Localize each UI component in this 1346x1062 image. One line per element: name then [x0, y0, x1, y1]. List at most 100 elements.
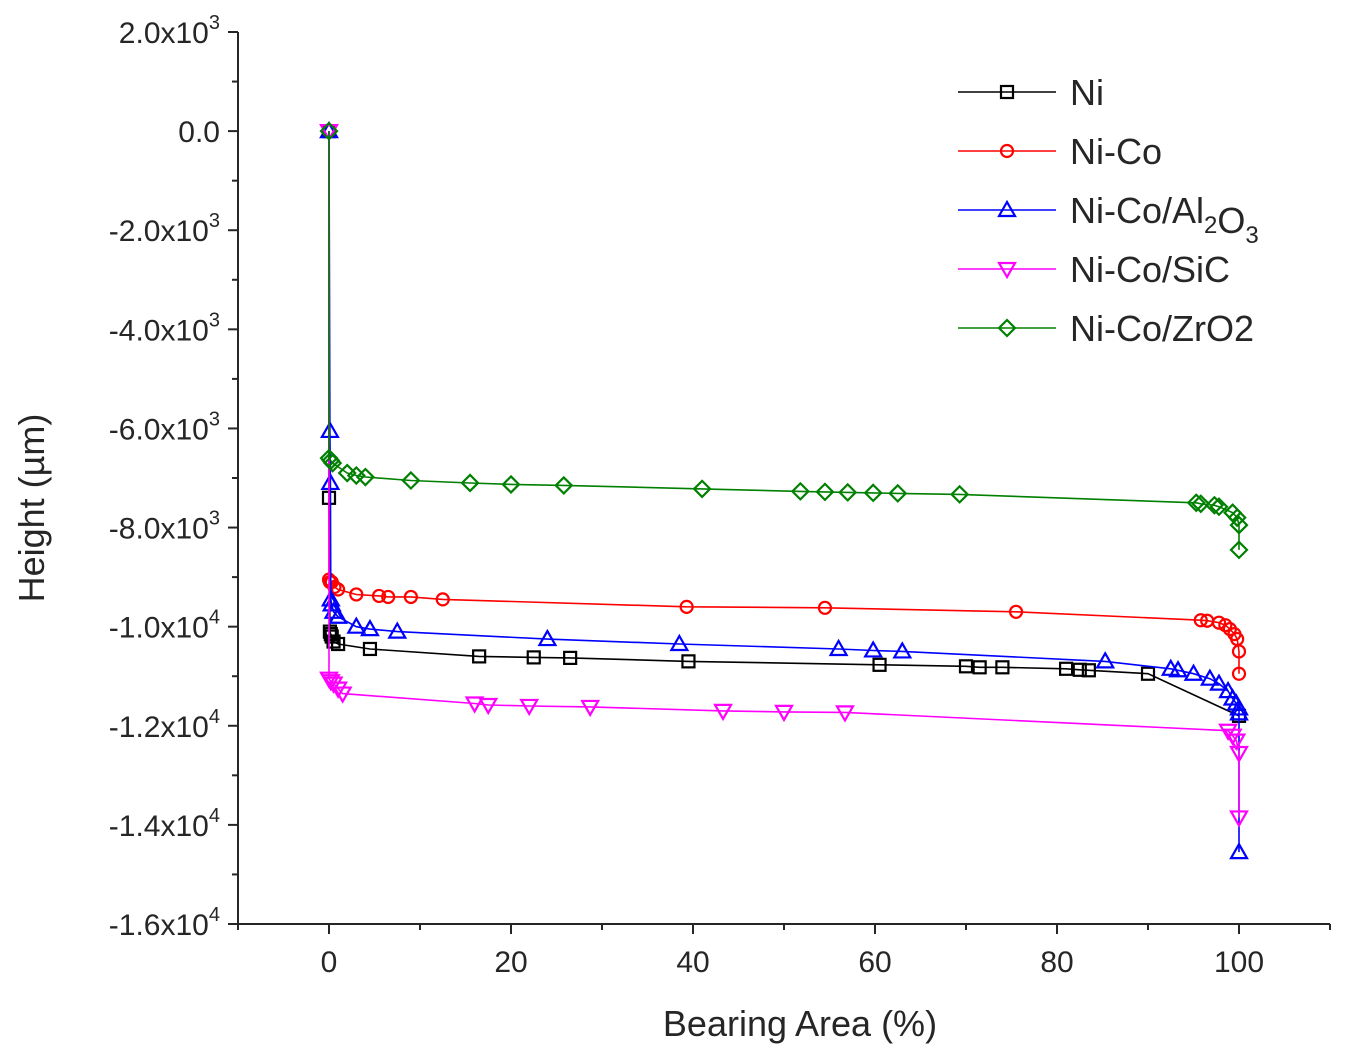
- data-point: [995, 660, 1010, 675]
- data-point: [774, 704, 794, 723]
- data-point: [349, 587, 364, 602]
- data-point: [863, 640, 884, 658]
- data-point: [669, 633, 690, 652]
- x-tick-label: 0: [321, 946, 338, 979]
- data-point: [863, 483, 883, 503]
- y-tick-label: -1.0x104: [109, 607, 220, 645]
- data-point: [1168, 660, 1188, 678]
- y-tick-label: -4.0x103: [109, 309, 220, 347]
- data-point: [320, 420, 340, 439]
- data-point: [1229, 540, 1249, 560]
- data-point: [478, 697, 499, 716]
- data-point: [1229, 841, 1249, 860]
- data-point: [950, 484, 970, 504]
- x-tick-label: 40: [676, 946, 709, 979]
- data-point: [319, 121, 339, 141]
- series-line: [328, 131, 1240, 550]
- data-point: [872, 657, 887, 672]
- data-point: [1229, 698, 1249, 716]
- data-point: [1204, 495, 1224, 515]
- data-point: [1072, 662, 1087, 677]
- y-tick-label: -1.4x104: [109, 805, 220, 843]
- data-point: [381, 589, 396, 605]
- legend-marker: [999, 84, 1015, 100]
- data-point: [1095, 651, 1116, 669]
- legend-entry: Ni: [958, 72, 1104, 113]
- data-point: [346, 616, 367, 634]
- data-point: [1081, 663, 1096, 678]
- data-point: [1183, 663, 1204, 681]
- data-point: [888, 483, 908, 503]
- data-point: [362, 641, 378, 657]
- data-point: [1231, 666, 1247, 681]
- data-point: [321, 594, 342, 612]
- data-point: [472, 649, 487, 664]
- axis-ticks: 0 20 40 60 80 100 2.0x103 0.0 -2.0x103 -4.0x103 -6…: [109, 12, 1331, 979]
- data-point: [958, 659, 974, 674]
- data-point: [328, 606, 348, 624]
- y-tick-label: -8.0x103: [109, 508, 220, 546]
- data-point: [790, 481, 810, 501]
- data-point: [1191, 494, 1211, 514]
- data-point: [401, 470, 421, 491]
- data-point: [360, 618, 380, 637]
- data-point: [1058, 661, 1074, 676]
- data-point: [1229, 703, 1249, 721]
- legend-label: Ni: [1070, 72, 1104, 113]
- series-ni-co-sic: [319, 124, 1249, 828]
- data-point: [1226, 733, 1247, 751]
- data-point: [679, 599, 694, 614]
- x-tick-label: 80: [1040, 946, 1073, 979]
- y-tick-label: -6.0x103: [109, 408, 220, 446]
- y-tick-label: -2.0x103: [109, 210, 220, 248]
- data-point: [1140, 666, 1156, 681]
- data-point: [319, 124, 339, 142]
- x-tick-label: 60: [858, 946, 891, 979]
- series-layer: [319, 120, 1249, 860]
- data-point: [328, 681, 348, 699]
- y-tick-label: 0.0: [178, 116, 220, 149]
- data-point: [563, 650, 578, 665]
- legend-marker: [999, 143, 1015, 159]
- data-point: [1008, 604, 1024, 619]
- data-point: [681, 654, 696, 669]
- legend-label: Ni-Co/ZrO2: [1070, 308, 1254, 349]
- data-point: [713, 703, 733, 722]
- data-point: [320, 472, 341, 491]
- data-point: [817, 600, 833, 615]
- data-point: [355, 467, 375, 487]
- data-point: [320, 589, 341, 607]
- data-point: [815, 482, 835, 502]
- data-point: [892, 641, 913, 659]
- legend-entry: Ni-Co/ZrO2: [958, 308, 1254, 349]
- x-axis-title: Bearing Area (%): [663, 1003, 937, 1044]
- data-point: [326, 634, 341, 649]
- y-tick-label: 2.0x103: [119, 12, 220, 50]
- data-point: [1229, 810, 1249, 828]
- legend-label: Ni-Co/Al2O3: [1070, 190, 1259, 249]
- data-point: [403, 589, 418, 605]
- data-point: [331, 636, 346, 652]
- y-tick-label: -1.6x104: [109, 904, 220, 942]
- y-axis-title: Height (µm): [11, 414, 52, 603]
- data-point: [332, 686, 353, 704]
- legend-marker: [997, 261, 1017, 280]
- data-point: [464, 696, 485, 714]
- data-point: [1193, 613, 1208, 628]
- data-point: [692, 479, 712, 499]
- data-point: [580, 699, 601, 718]
- data-point: [1229, 745, 1249, 764]
- series-ni-co-al2o3: [319, 120, 1249, 860]
- plot-frame: [237, 32, 1330, 925]
- data-point: [1199, 668, 1220, 686]
- legend-label: Ni-Co: [1070, 131, 1162, 172]
- x-tick-label: 20: [494, 946, 527, 979]
- data-point: [501, 474, 521, 494]
- data-point: [972, 660, 987, 675]
- legend-marker: [997, 199, 1017, 218]
- data-point: [1218, 723, 1238, 741]
- data-point: [1209, 497, 1229, 517]
- data-point: [1227, 508, 1247, 528]
